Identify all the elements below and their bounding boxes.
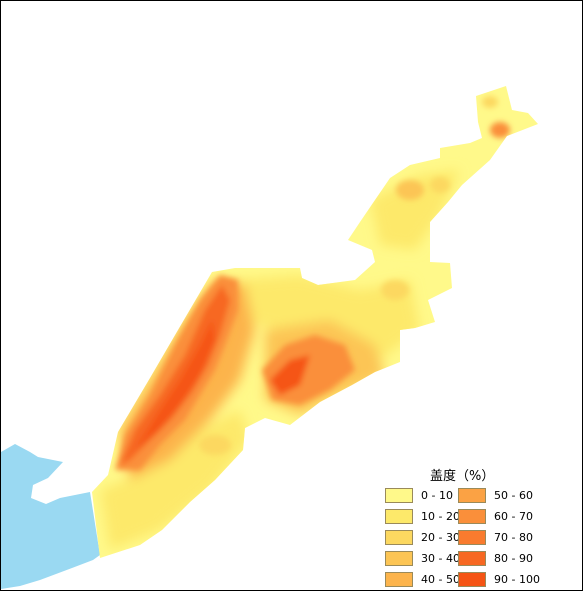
zone-mid-central [381,280,409,300]
zone-low-central [230,275,420,360]
legend-swatch [385,509,413,524]
legend-label: 20 - 30 [421,531,460,544]
zone-mid-south [199,435,231,455]
legend-label: 50 - 60 [494,489,533,502]
legend-swatch [385,488,413,503]
legend: 盖度（%） 0 - 10 10 - 20 20 - 30 30 - 40 40 … [380,462,560,587]
legend-label: 40 - 50 [421,573,460,586]
legend-label: 10 - 20 [421,510,460,523]
legend-label: 80 - 90 [494,552,533,565]
legend-swatch [385,572,413,587]
legend-label: 60 - 70 [494,510,533,523]
legend-swatch [385,551,413,566]
zone-high-core [120,285,230,465]
legend-title: 盖度（%） [430,469,495,484]
zone-peak-ne [490,122,510,138]
legend-label: 30 - 40 [421,552,460,565]
legend-swatch [458,551,486,566]
legend-label: 90 - 100 [494,573,540,586]
water-body [1,444,100,589]
legend-swatch [458,488,486,503]
zone-mid-north-2 [430,177,450,193]
zone-peak-west [135,320,215,450]
legend-label: 70 - 80 [494,531,533,544]
zone-mid-ne [482,96,498,108]
legend-swatch [458,572,486,587]
legend-swatch [458,509,486,524]
zone-peak-east [270,355,310,395]
legend-label: 0 - 10 [421,489,453,502]
zone-mid-north [396,180,424,200]
legend-swatch [458,530,486,545]
legend-swatch [385,530,413,545]
